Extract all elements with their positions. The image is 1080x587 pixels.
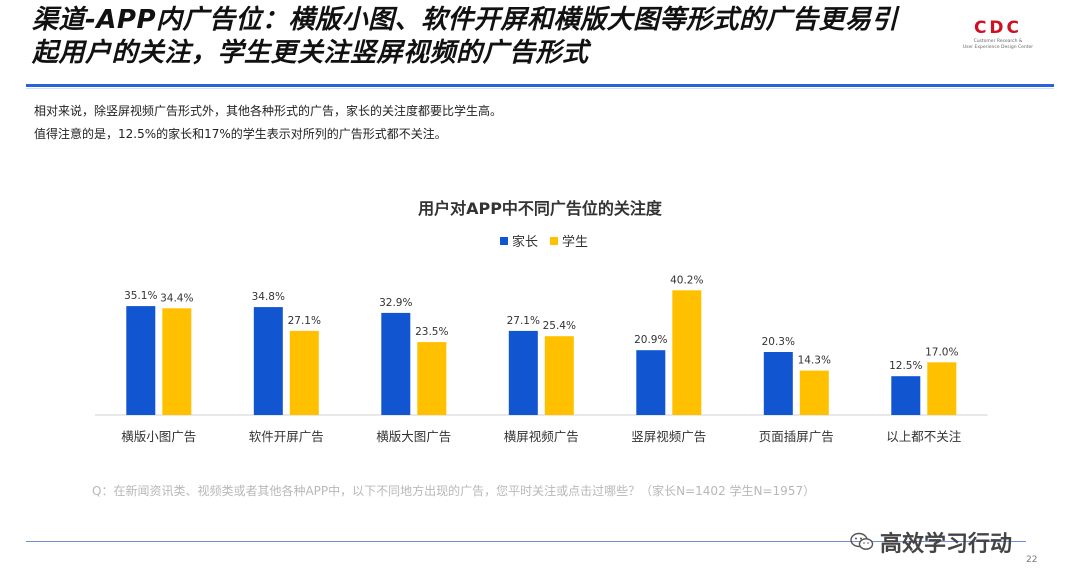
- logo-subtitle-line-1: Customer Research &: [973, 39, 1023, 44]
- description-line-1: 相对来说，除竖屏视频广告形式外，其他各种形式的广告，家长的关注度都要比学生高。: [34, 104, 503, 118]
- description: 相对来说，除竖屏视频广告形式外，其他各种形式的广告，家长的关注度都要比学生高。 …: [34, 100, 502, 146]
- bar-student-6: [927, 362, 957, 415]
- data-label-student-3: 25.4%: [543, 320, 576, 332]
- bar-parent-3: [508, 330, 538, 415]
- bar-parent-4: [636, 350, 666, 415]
- data-label-parent-4: 20.9%: [634, 334, 667, 346]
- legend-swatch-student: [550, 236, 559, 245]
- bar-parent-2: [381, 312, 411, 415]
- data-label-student-0: 34.4%: [160, 292, 193, 304]
- data-label-student-6: 17.0%: [925, 346, 958, 358]
- category-label-2: 横版大图广告: [376, 429, 451, 444]
- legend-swatch-parent: [500, 236, 508, 245]
- bar-parent-5: [763, 352, 793, 415]
- bar-chart: 35.1% 34.4%横版小图广告34.8%27.1%软件开屏广告32.9%23.…: [95, 274, 988, 444]
- survey-question: Q：在新闻资讯类、视频类或者其他各种APP中，以下不同地方出现的广告，您平时关注…: [92, 484, 816, 498]
- logo-text: CDC: [973, 18, 1023, 38]
- title-divider-shadow: [26, 88, 1054, 89]
- wechat-watermark: 高效学习行动: [850, 526, 1012, 558]
- slide-title-line-1: 渠道-APP内广告位：横版小图、软件开屏和横版大图等形式的广告更易引: [32, 5, 899, 35]
- legend-label-parent: 家长: [512, 235, 539, 250]
- bar-student-3: [544, 336, 574, 415]
- legend-label-student: 学生: [562, 235, 589, 250]
- legend-item-parent: 家长: [500, 231, 538, 250]
- logo-subtitle-line-2: User Experience Design Center: [962, 45, 1034, 50]
- page-number: 22: [1026, 555, 1038, 565]
- category-label-3: 横屏视频广告: [504, 429, 579, 444]
- data-label-student-1: 27.1%: [288, 315, 321, 327]
- chart-legend: 家长 学生: [500, 231, 588, 250]
- data-label-parent-6: 12.5%: [889, 360, 922, 372]
- data-label-parent-0: 35.1%: [124, 290, 157, 302]
- wechat-icon: [850, 532, 874, 550]
- category-label-4: 竖屏视频广告: [631, 429, 706, 444]
- data-label-parent-3: 27.1%: [507, 315, 540, 327]
- data-label-student-2: 23.5%: [415, 326, 448, 338]
- category-label-1: 软件开屏广告: [249, 429, 324, 444]
- bar-student-0: [162, 308, 192, 415]
- data-label-parent-1: 34.8%: [252, 291, 285, 303]
- category-label-5: 页面插屏广告: [759, 429, 834, 444]
- footer-divider: [26, 541, 1026, 542]
- slide-title-line-2: 起用户的关注，学生更关注竖屏视频的广告形式: [32, 38, 589, 68]
- bar-student-1: [289, 330, 319, 415]
- bar-student-2: [417, 342, 447, 415]
- bar-student-4: [672, 290, 702, 415]
- bar-student-5: [799, 370, 829, 415]
- category-label-0: 横版小图广告: [121, 429, 196, 444]
- chart-title: 用户对APP中不同广告位的关注度: [418, 199, 662, 218]
- bar-parent-6: [891, 376, 921, 415]
- watermark-text: 高效学习行动: [880, 532, 1013, 557]
- title-divider: [26, 84, 1054, 87]
- data-label-parent-5: 20.3%: [762, 336, 795, 348]
- data-label-student-4: 40.2%: [670, 274, 703, 286]
- data-label-student-5: 14.3%: [798, 355, 831, 367]
- legend-item-student: 学生: [550, 231, 588, 250]
- bar-parent-0: [126, 306, 156, 415]
- category-label-6: 以上都不关注: [886, 429, 962, 444]
- logo-subtitle: Customer Research & User Experience Desi…: [958, 39, 1038, 51]
- bar-parent-1: [253, 307, 283, 415]
- data-label-parent-2: 32.9%: [379, 297, 412, 309]
- description-line-2: 值得注意的是，12.5%的家长和17%的学生表示对所列的广告形式都不关注。: [34, 127, 447, 141]
- slide-title: 渠道-APP内广告位：横版小图、软件开屏和横版大图等形式的广告更易引 起用户的关…: [32, 4, 932, 70]
